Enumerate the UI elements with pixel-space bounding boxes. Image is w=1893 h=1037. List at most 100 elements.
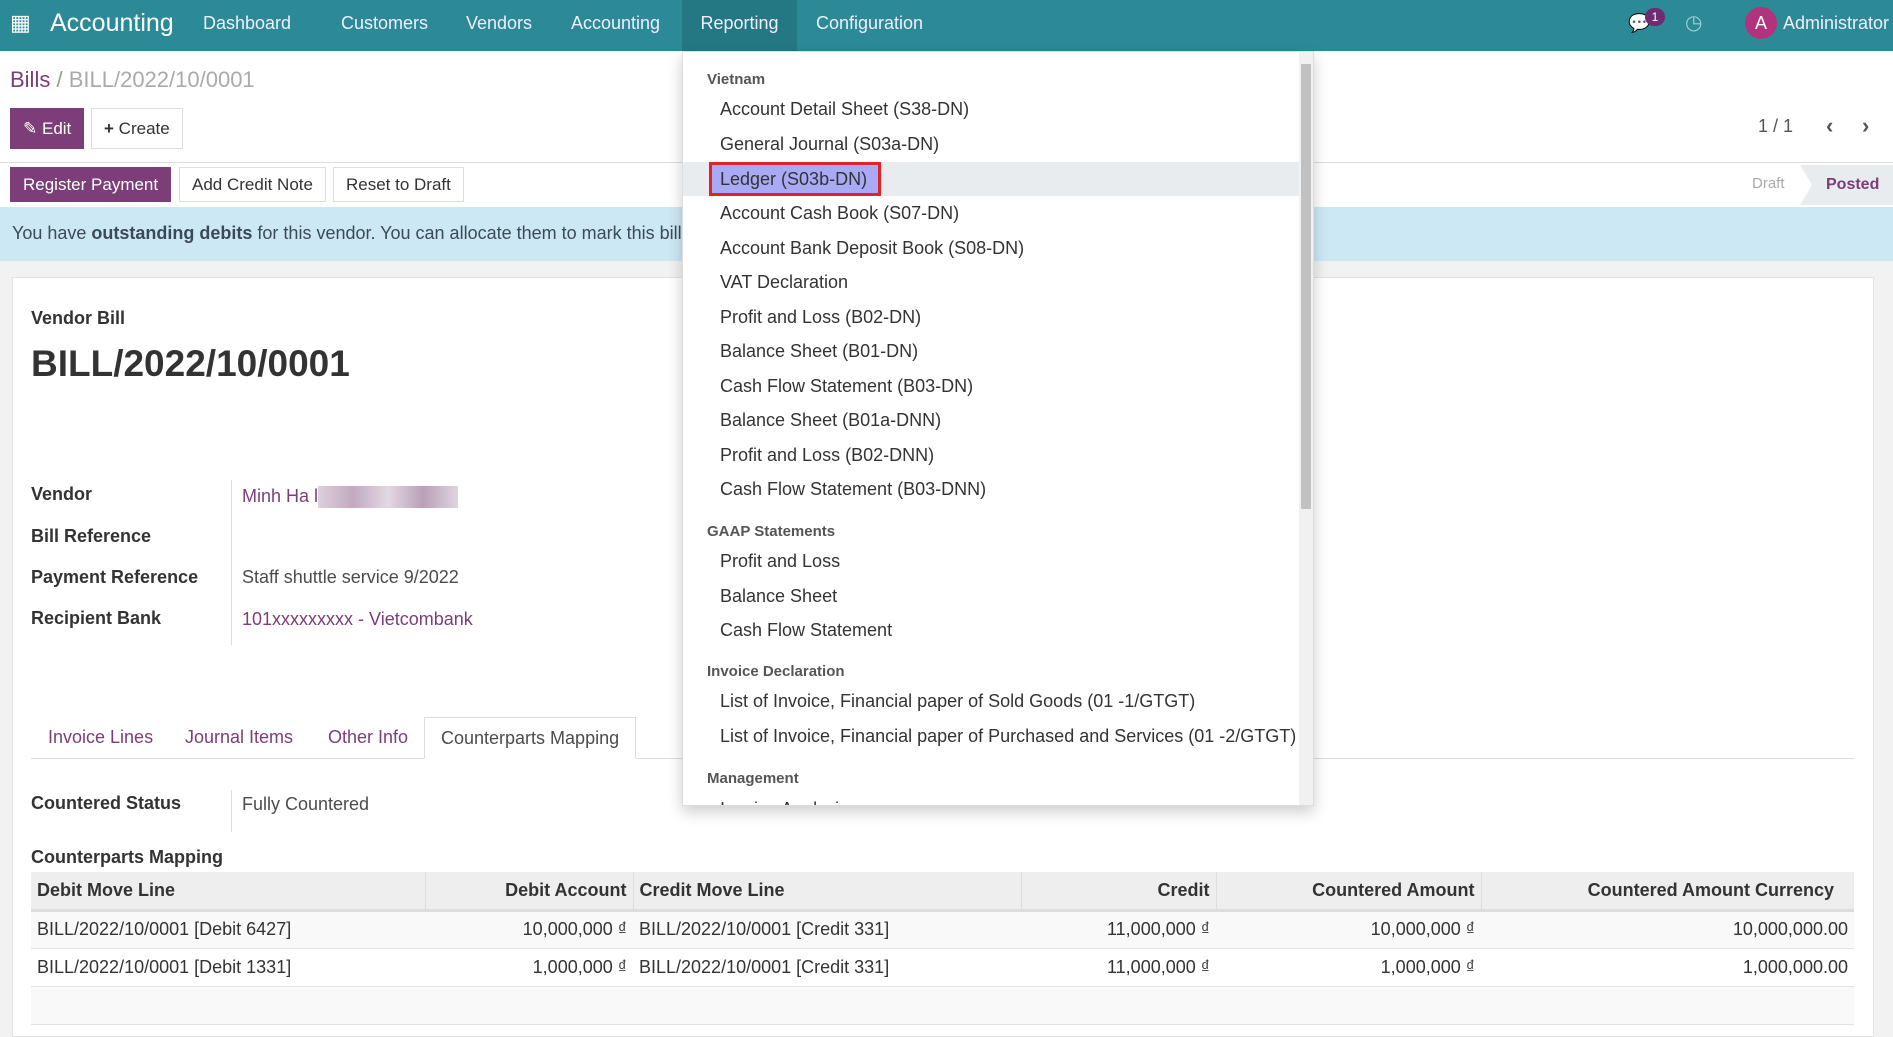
activity-clock-icon[interactable]: ◷ — [1685, 12, 1703, 34]
section-gaap-statements: GAAP Statements — [707, 523, 836, 540]
breadcrumb-bills[interactable]: Bills — [10, 67, 51, 92]
menu-accounting[interactable]: Accounting — [571, 13, 661, 33]
credit: 11,000,000 ₫ — [1021, 948, 1216, 987]
tab-journal-items[interactable]: Journal Items — [185, 727, 294, 747]
breadcrumb-separator: / — [56, 67, 63, 92]
menu-item-general-journal[interactable]: General Journal (S03a-DN) — [720, 134, 940, 154]
create-button[interactable]: + Create — [91, 108, 183, 149]
countered-amount: 10,000,000 ₫ — [1216, 910, 1481, 949]
apps-grid-icon[interactable]: ▦ — [10, 10, 31, 35]
credit: 11,000,000 ₫ — [1021, 910, 1216, 949]
dropdown-scrollbar-thumb[interactable] — [1301, 64, 1311, 509]
menu-customers[interactable]: Customers — [341, 13, 429, 33]
menu-item-invoice-analysis[interactable]: Invoice Analysis — [683, 792, 1299, 805]
menu-vendors[interactable]: Vendors — [466, 13, 533, 33]
section-management: Management — [707, 770, 799, 787]
reset-to-draft-button[interactable]: Reset to Draft — [333, 167, 464, 202]
menu-item-purchased-services-invoices[interactable]: List of Invoice, Financial paper of Purc… — [720, 726, 1297, 746]
credit-move-line: BILL/2022/10/0001 [Credit 331] — [633, 910, 1021, 949]
menu-item-cash-flow-statement[interactable]: Cash Flow Statement — [720, 620, 893, 640]
menu-configuration[interactable]: Configuration — [816, 13, 924, 33]
col-credit[interactable]: Credit — [1021, 872, 1217, 912]
menu-item-cash-flow-b03dnn[interactable]: Cash Flow Statement (B03-DNN) — [720, 479, 987, 499]
menu-item-account-bank-deposit-book[interactable]: Account Bank Deposit Book (S08-DN) — [720, 238, 1025, 258]
vendor-label: Vendor — [31, 484, 93, 504]
recipient-bank-value[interactable]: 101xxxxxxxxx - Vietcombank — [242, 609, 473, 629]
debit-move-line: BILL/2022/10/0001 [Debit 6427] — [31, 910, 425, 949]
menu-item-account-detail-sheet[interactable]: Account Detail Sheet (S38-DN) — [720, 99, 970, 119]
menu-item-balance-sheet-b01dn[interactable]: Balance Sheet (B01-DN) — [720, 341, 919, 361]
debit-account: 10,000,000 ₫ — [425, 910, 633, 949]
debit-account: 1,000,000 ₫ — [425, 948, 633, 987]
countered-amount-currency: 1,000,000.00 — [1481, 948, 1854, 987]
avatar[interactable]: A — [1745, 7, 1777, 39]
app-name[interactable]: Accounting — [50, 9, 174, 37]
edit-label: Edit — [41, 119, 72, 138]
menu-item-ledger[interactable]: Ledger (S03b-DN) — [683, 162, 1299, 196]
edit-button[interactable]: ✎ Edit — [10, 108, 85, 149]
bill-reference-label: Bill Reference — [31, 526, 152, 546]
col-countered-amount-currency[interactable]: Countered Amount Currency — [1481, 872, 1854, 912]
section-vietnam: Vietnam — [707, 71, 766, 88]
tab-counterparts-mapping[interactable]: Counterparts Mapping — [424, 717, 637, 759]
field-separator — [231, 790, 232, 832]
breadcrumb: Bills / BILL/2022/10/0001 — [10, 67, 255, 93]
messages-icon[interactable]: 💬 — [1628, 13, 1651, 33]
recipient-bank-label: Recipient Bank — [31, 608, 162, 628]
menu-dashboard[interactable]: Dashboard — [203, 13, 292, 33]
message-count-badge: 1 — [1645, 8, 1665, 26]
pencil-icon: ✎ — [23, 119, 38, 138]
countered-status-label: Countered Status — [31, 793, 182, 813]
create-label: Create — [118, 119, 170, 138]
pager-previous-icon[interactable]: ‹ — [1826, 113, 1834, 138]
pager-next-icon[interactable]: › — [1862, 113, 1870, 138]
table-row[interactable]: BILL/2022/10/0001 [Debit 6427] 10,000,00… — [31, 910, 1854, 949]
table-header: Debit Move Line Debit Account Credit Mov… — [31, 872, 1854, 912]
counterparts-mapping-table: Debit Move Line Debit Account Credit Mov… — [31, 872, 1854, 1025]
add-credit-note-button[interactable]: Add Credit Note — [179, 167, 326, 202]
alert-prefix: You have — [12, 223, 92, 243]
col-debit-move-line[interactable]: Debit Move Line — [31, 872, 426, 912]
menu-reporting[interactable]: Reporting — [682, 0, 797, 51]
menu-item-balance-sheet[interactable]: Balance Sheet — [720, 586, 838, 606]
status-draft[interactable]: Draft — [1752, 175, 1785, 192]
bill-number: BILL/2022/10/0001 — [31, 343, 350, 384]
menu-item-account-cash-book[interactable]: Account Cash Book (S07-DN) — [720, 203, 960, 223]
pager-value: 1 / 1 — [1758, 116, 1794, 136]
reporting-dropdown-menu: Vietnam Account Detail Sheet (S38-DN) Ge… — [682, 51, 1314, 806]
debit-move-line: BILL/2022/10/0001 [Debit 1331] — [31, 948, 425, 987]
menu-item-sold-goods-invoices[interactable]: List of Invoice, Financial paper of Sold… — [720, 691, 1196, 711]
col-countered-amount[interactable]: Countered Amount — [1216, 872, 1482, 912]
tab-other-info[interactable]: Other Info — [328, 727, 409, 747]
col-debit-account[interactable]: Debit Account — [425, 872, 634, 912]
redacted-vendor — [318, 486, 458, 508]
alert-suffix: for this vendor. You can allocate them t… — [252, 223, 706, 243]
menu-item-profit-and-loss[interactable]: Profit and Loss — [720, 551, 841, 571]
document-type: Vendor Bill — [31, 308, 126, 328]
payment-reference-value[interactable]: Staff shuttle service 9/2022 — [242, 567, 459, 587]
register-payment-button[interactable]: Register Payment — [10, 167, 172, 202]
menu-item-balance-sheet-b01adnn[interactable]: Balance Sheet (B01a-DNN) — [720, 410, 942, 430]
menu-item-profit-loss-b02dnn[interactable]: Profit and Loss (B02-DNN) — [720, 445, 935, 465]
alert-bold[interactable]: outstanding debits — [91, 223, 253, 243]
table-row[interactable]: BILL/2022/10/0001 [Debit 1331] 1,000,000… — [31, 948, 1854, 987]
tab-invoice-lines[interactable]: Invoice Lines — [48, 727, 154, 747]
user-menu[interactable]: Administrator — [1783, 13, 1890, 33]
vendor-value[interactable]: Minh Ha l — [242, 486, 319, 506]
col-credit-move-line[interactable]: Credit Move Line — [633, 872, 1022, 912]
status-posted: Posted — [1800, 165, 1893, 205]
credit-move-line: BILL/2022/10/0001 [Credit 331] — [633, 948, 1021, 987]
table-row-empty — [31, 986, 1854, 1025]
breadcrumb-current: BILL/2022/10/0001 — [68, 67, 255, 92]
plus-icon: + — [104, 119, 114, 138]
menu-item-cash-flow-b03dn[interactable]: Cash Flow Statement (B03-DN) — [720, 376, 974, 396]
counterparts-mapping-title: Counterparts Mapping — [31, 847, 223, 867]
countered-status-value: Fully Countered — [242, 794, 370, 814]
top-navbar: ▦ Accounting Dashboard Customers Vendors… — [0, 0, 1893, 51]
countered-amount-currency: 10,000,000.00 — [1481, 910, 1854, 949]
menu-item-profit-loss-b02dn[interactable]: Profit and Loss (B02-DN) — [720, 307, 922, 327]
countered-amount: 1,000,000 ₫ — [1216, 948, 1481, 987]
section-invoice-declaration: Invoice Declaration — [707, 663, 845, 680]
ledger-label: Ledger (S03b-DN) — [708, 162, 882, 196]
menu-item-vat-declaration[interactable]: VAT Declaration — [720, 272, 849, 292]
